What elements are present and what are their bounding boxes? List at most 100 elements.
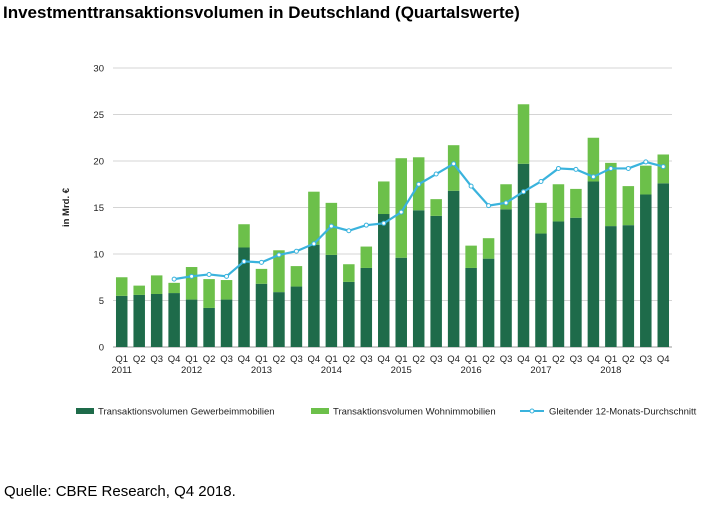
bar-wohnen <box>220 280 233 300</box>
x-tick-label: Q4 <box>587 354 600 365</box>
x-tick-label: Q4 <box>238 354 251 365</box>
x-tick-label: Q2 <box>412 354 425 365</box>
line-point <box>573 166 579 172</box>
y-tick-label: 25 <box>93 110 104 121</box>
bar-wohnen <box>150 275 163 294</box>
legend-swatch-marker <box>529 408 535 414</box>
line-point <box>590 174 596 180</box>
bar-wohnen <box>447 145 460 191</box>
y-tick-label: 10 <box>93 250 104 261</box>
bar-wohnen <box>570 188 582 218</box>
bar-wohnen <box>482 238 495 259</box>
line-point <box>660 164 666 170</box>
line-point <box>538 178 544 184</box>
y-tick-label: 15 <box>93 203 104 214</box>
x-year-label: 2017 <box>530 365 551 376</box>
bar-wohnen <box>115 277 128 296</box>
bar-wohnen <box>308 191 320 245</box>
bar-wohnen <box>255 268 268 284</box>
bar-wohnen <box>238 224 250 248</box>
y-tick-label: 30 <box>93 64 104 75</box>
bar-gewerbe <box>482 258 495 347</box>
bar-gewerbe <box>535 233 547 347</box>
line-point <box>398 209 404 215</box>
line-point <box>171 276 177 282</box>
bar-gewerbe <box>255 283 268 347</box>
bar-wohnen <box>395 158 407 258</box>
line-point <box>486 203 492 209</box>
bar-gewerbe <box>605 226 617 347</box>
bar-gewerbe <box>220 299 233 347</box>
legend-swatch-gewerbe <box>76 408 94 414</box>
x-tick-label: Q3 <box>500 354 513 365</box>
y-tick-label: 0 <box>99 343 104 354</box>
line-point <box>503 200 509 206</box>
bar-gewerbe <box>360 267 373 347</box>
bar-gewerbe <box>465 267 477 347</box>
bar-gewerbe <box>325 254 338 347</box>
x-tick-label: Q3 <box>430 354 443 365</box>
bar-wohnen <box>203 279 215 308</box>
legend-label-wohnen: Transaktionsvolumen Wohnimmobilien <box>333 407 496 418</box>
line-point <box>311 241 317 247</box>
bar-wohnen <box>290 266 303 287</box>
bar-wohnen <box>185 267 198 300</box>
y-tick-label: 20 <box>93 157 104 168</box>
bar-wohnen <box>640 165 652 195</box>
line-point <box>608 165 614 171</box>
x-tick-label: Q4 <box>447 354 460 365</box>
legend-swatch-wohnen <box>311 408 329 414</box>
x-year-label: 2013 <box>251 365 272 376</box>
bar-gewerbe <box>517 163 530 347</box>
bar-wohnen <box>325 202 338 255</box>
line-point <box>241 258 247 264</box>
bar-gewerbe <box>203 307 215 347</box>
bar-gewerbe <box>133 294 145 347</box>
line-point <box>416 181 422 187</box>
x-year-label: 2014 <box>321 365 342 376</box>
bar-wohnen <box>273 250 285 293</box>
x-tick-label: Q1 <box>255 354 268 365</box>
x-tick-label: Q4 <box>517 354 530 365</box>
x-tick-label: Q3 <box>639 354 652 365</box>
x-tick-label: Q2 <box>273 354 286 365</box>
line-point <box>346 228 352 234</box>
bar-wohnen <box>622 186 635 226</box>
x-tick-label: Q2 <box>133 354 146 365</box>
bar-wohnen <box>168 282 180 294</box>
bar-wohnen <box>587 137 600 182</box>
line-point <box>451 161 457 167</box>
x-tick-label: Q1 <box>115 354 128 365</box>
line-point <box>521 189 527 195</box>
x-tick-label: Q3 <box>360 354 373 365</box>
line-point <box>276 252 282 258</box>
line-point <box>328 223 334 229</box>
bar-gewerbe <box>115 295 128 347</box>
source-note: Quelle: CBRE Research, Q4 2018. <box>4 483 236 500</box>
bar-gewerbe <box>168 293 180 347</box>
bar-wohnen <box>343 264 355 282</box>
bar-wohnen <box>552 184 565 222</box>
x-tick-label: Q1 <box>535 354 548 365</box>
x-year-label: 2018 <box>600 365 621 376</box>
bar-wohnen <box>430 199 442 216</box>
line-point <box>363 222 369 228</box>
legend-label-moving-average: Gleitender 12-Monats-Durchschnitt <box>549 407 697 418</box>
bar-gewerbe <box>378 214 390 347</box>
x-tick-label: Q2 <box>342 354 355 365</box>
bar-gewerbe <box>640 194 652 347</box>
bar-gewerbe <box>570 217 582 347</box>
bar-gewerbe <box>273 292 285 347</box>
bar-wohnen <box>535 202 547 234</box>
line-point <box>224 273 230 279</box>
bar-gewerbe <box>552 221 565 347</box>
x-tick-label: Q4 <box>377 354 390 365</box>
bar-gewerbe <box>587 181 600 347</box>
bar-gewerbe <box>150 293 163 347</box>
x-tick-label: Q4 <box>168 354 181 365</box>
bar-wohnen <box>465 245 477 268</box>
x-tick-label: Q2 <box>622 354 635 365</box>
bar-gewerbe <box>308 244 320 347</box>
chart-title: Investmenttransaktionsvolumen in Deutsch… <box>3 3 520 22</box>
